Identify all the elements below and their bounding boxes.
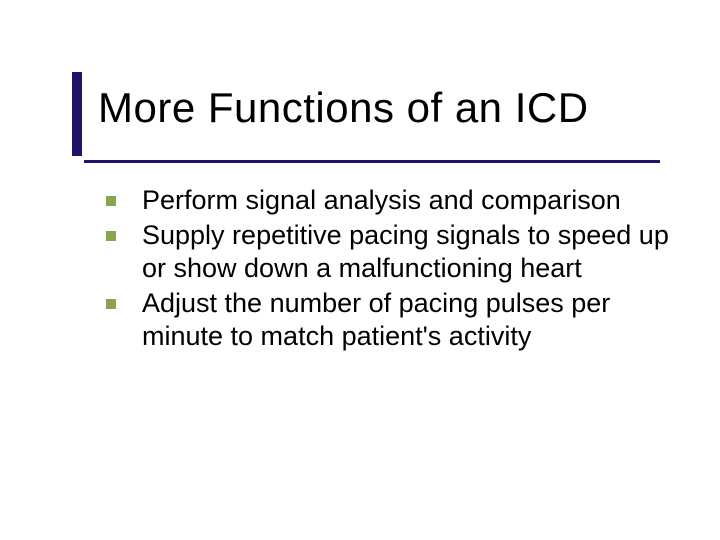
title-underline	[84, 160, 660, 163]
slide-body: Perform signal analysis and comparison S…	[106, 184, 680, 355]
bullet-icon	[106, 196, 116, 206]
bullet-text: Supply repetitive pacing signals to spee…	[142, 220, 669, 283]
bullet-list: Perform signal analysis and comparison S…	[106, 184, 680, 353]
bullet-text: Perform signal analysis and comparison	[142, 185, 621, 215]
bullet-icon	[106, 231, 116, 241]
list-item: Perform signal analysis and comparison	[106, 184, 680, 217]
list-item: Adjust the number of pacing pulses per m…	[106, 287, 680, 353]
list-item: Supply repetitive pacing signals to spee…	[106, 219, 680, 285]
title-block: More Functions of an ICD	[74, 84, 680, 132]
slide: More Functions of an ICD Perform signal …	[0, 0, 720, 540]
bullet-text: Adjust the number of pacing pulses per m…	[142, 288, 610, 351]
bullet-icon	[106, 299, 116, 309]
slide-title: More Functions of an ICD	[98, 84, 680, 132]
